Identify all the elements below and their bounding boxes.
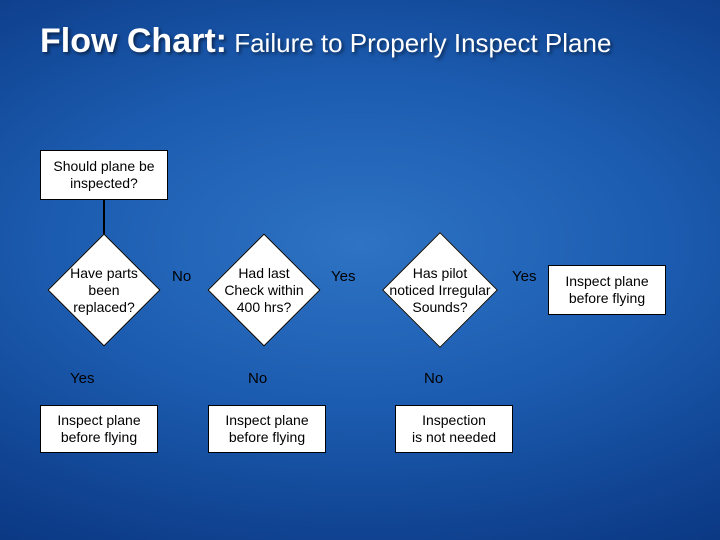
node-out-right: Inspect planebefore flying [548, 265, 666, 315]
node-start: Should plane beinspected? [40, 150, 168, 200]
slide-title: Flow Chart: Failure to Properly Inspect … [40, 22, 611, 61]
node-out3b-label: Inspectionis not needed [412, 412, 496, 447]
node-d3: Has pilotnoticed IrregularSounds? [370, 240, 510, 340]
edge-d3-out3-label: Yes [512, 268, 536, 285]
node-out2-label: Inspect planebefore flying [225, 412, 308, 447]
edge-d2-d3-label: Yes [331, 268, 355, 285]
title-strong: Flow Chart: [40, 22, 227, 60]
node-out-right-label: Inspect planebefore flying [565, 273, 648, 308]
label-no2: No [248, 370, 267, 387]
edge-d1-d2-label: No [172, 268, 191, 285]
node-out3b: Inspectionis not needed [395, 405, 513, 453]
node-start-label: Should plane beinspected? [53, 158, 154, 193]
node-out1-label: Inspect planebefore flying [57, 412, 140, 447]
node-d3-label: Has pilotnoticed IrregularSounds? [389, 265, 490, 315]
label-no3: No [424, 370, 443, 387]
node-out2: Inspect planebefore flying [208, 405, 326, 453]
node-d1-label: Have partsbeenreplaced? [70, 265, 138, 315]
node-out1: Inspect planebefore flying [40, 405, 158, 453]
node-d1: Have partsbeenreplaced? [40, 240, 168, 340]
title-rest: Failure to Properly Inspect Plane [227, 28, 611, 58]
node-d2-label: Had lastCheck within400 hrs? [224, 265, 303, 315]
label-yes1: Yes [70, 370, 94, 387]
node-d2: Had lastCheck within400 hrs? [200, 240, 328, 340]
